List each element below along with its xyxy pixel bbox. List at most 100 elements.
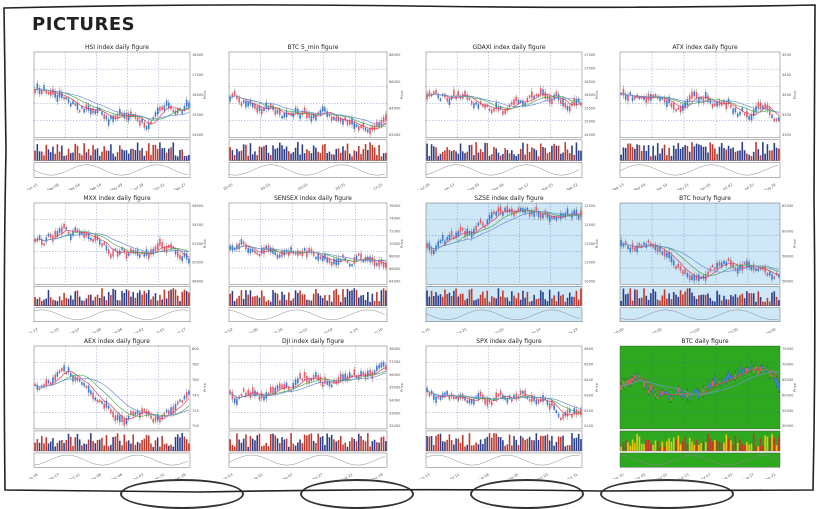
x-tick-label: 2023-Jun-13 (434, 183, 455, 190)
figure-chart-btcd: BTC daily figure 75000 70000 65000 60000 5500… (612, 338, 797, 479)
figure-chart-hsi: HSI index daily figure180001700016000150… (26, 44, 207, 190)
figure-title: SENSEX index daily figure (274, 195, 352, 202)
figure-title: ATX index daily figure (672, 44, 738, 51)
x-tick-label: 2022-Aug-16 (418, 327, 431, 333)
figure-szse[interactable]: SZSE index daily figure 12500 12000 11500 11… (418, 193, 600, 333)
y-tick-label: 14000 (192, 133, 204, 137)
y-tick-label: 58000 (782, 254, 794, 258)
y-tick-label: 68500 (389, 53, 401, 57)
y-tick-label: 14500 (584, 133, 596, 137)
x-tick-label: 2024-May-14 (336, 327, 359, 333)
x-tick-label: 2022-Mar-08 (80, 327, 102, 333)
x-tick-label: 2023-Aug-16 (26, 472, 39, 479)
y-tick-label: 74000 (389, 217, 401, 221)
y-tick-label: 64000 (389, 279, 401, 283)
y-tick-label: 64000 (389, 106, 401, 110)
x-tick-label: 2023-Sep-08 (38, 182, 61, 190)
y-tick-label: 60000 (782, 393, 794, 397)
x-tick-label: 2024-May-09 (101, 182, 124, 190)
figure-atx[interactable]: ATX index daily figure 3500 3450 3400 3350 33… (612, 42, 798, 190)
y-tick-label: 32000 (389, 424, 401, 428)
x-tick-label: 2024-Feb-22 (557, 183, 579, 190)
page-heading: PICTURES (32, 14, 136, 35)
y-tick-label: 54000 (192, 223, 204, 227)
x-tick-label: Aug 03 (720, 473, 733, 479)
y-tick-label: 34000 (389, 398, 401, 402)
y-tick-label: 4200 (584, 409, 594, 413)
figure-chart-atx: ATX index daily figure 3500 3450 3400 3350 33… (612, 44, 797, 190)
x-tick-label: Aug 17, 04:00 (753, 327, 778, 333)
y-axis-label: Price (595, 238, 599, 248)
y-tick-label: 48000 (192, 279, 204, 283)
y-tick-label: 780 (192, 363, 200, 367)
figure-sensex[interactable]: SENSEX index daily figure 76000 74000 72000… (221, 193, 405, 333)
figure-chart-gdaxi: GDAXI index daily figure 17500 17000 16500 1… (418, 44, 599, 190)
y-tick-label: 800 (192, 347, 200, 351)
figure-title: SPX index daily figure (476, 338, 542, 345)
macd-panel (619, 162, 781, 178)
x-tick-label: Apr 05 (634, 473, 646, 479)
y-tick-label: 66000 (389, 80, 401, 84)
x-tick-label: 2023-Jan-03 (483, 327, 504, 333)
figure-btcd[interactable]: BTC daily figure 75000 70000 65000 60000 5500… (612, 336, 798, 479)
x-tick-label: 2024-Apr-02 (312, 327, 333, 333)
y-tick-label: 66000 (389, 267, 401, 271)
figure-btch[interactable]: BTC hourly figure 62000 60000 58000 56000 Pri… (612, 193, 798, 333)
x-tick-label: 2024-Mar-01 (287, 327, 309, 333)
figure-gdaxi[interactable]: GDAXI index daily figure 17500 17000 16500 1… (418, 42, 600, 190)
x-tick-label: 2024-Feb-14 (80, 182, 102, 190)
y-tick-label: 3500 (782, 53, 792, 57)
x-tick-label: Sep 05 (506, 473, 519, 479)
x-tick-label: 2021-Dec-12 (26, 327, 39, 333)
x-tick-label: 2024-Mar-25 (532, 183, 554, 190)
x-tick-label: Aug 12, 22:00 (639, 327, 664, 333)
y-axis-label: Price (793, 382, 797, 392)
figure-aex[interactable]: AEX index daily figure 800 780 760 740 720 700… (26, 336, 208, 479)
y-axis-label: Price (595, 382, 599, 392)
y-tick-label: 10500 (584, 279, 596, 283)
y-tick-label: 36000 (389, 373, 401, 377)
x-tick-label: 2023-Aug-29 (458, 182, 481, 190)
x-tick-label: 2022-May-02 (122, 327, 145, 333)
y-tick-label: 17500 (584, 53, 596, 57)
x-tick-label: 2022-Apr-06 (102, 327, 124, 333)
bottom-decoration (600, 479, 734, 509)
y-tick-label: 11000 (584, 261, 596, 265)
figure-chart-dji: DJI index daily figure380003700036000350… (221, 338, 404, 479)
figure-hsi[interactable]: HSI index daily figure 18000 17000 16000 150… (26, 42, 208, 190)
bottom-decoration (300, 479, 414, 509)
figure-chart-mxx: MXX index daily figure560005400052000500… (26, 195, 207, 333)
y-tick-label: 12500 (584, 204, 596, 208)
y-tick-label: 68000 (389, 254, 401, 258)
x-tick-label: Mar 04 (633, 182, 646, 190)
y-tick-label: 720 (192, 409, 200, 413)
y-tick-label: 72000 (389, 229, 401, 233)
figure-chart-aex: AEX index daily figure 800 780 760 740 720 700… (26, 338, 207, 479)
y-tick-label: 38000 (389, 347, 401, 351)
y-axis-label: Price (400, 238, 404, 248)
bottom-decoration (470, 479, 584, 509)
figure-mxx[interactable]: MXX index daily figure 56000 54000 52000 500… (26, 193, 208, 333)
y-tick-label: 3400 (782, 93, 792, 97)
x-tick-label: 2023-Mar-14 (520, 327, 542, 333)
y-tick-label: 70000 (782, 363, 794, 367)
figure-chart-sensex: SENSEX index daily figure 76000 74000 72000… (221, 195, 404, 333)
x-tick-label: 2023-Oct-11 (59, 473, 81, 479)
figure-spx[interactable]: SPX index daily figure 4600 4500 4400 4300 42… (418, 336, 600, 479)
y-tick-label: 4300 (584, 393, 594, 397)
y-tick-label: 740 (192, 393, 200, 397)
y-tick-label: 76000 (389, 204, 401, 208)
x-tick-label: 2022-Feb-07 (59, 327, 81, 333)
y-tick-label: 33000 (389, 411, 401, 415)
figure-btc5[interactable]: BTC 5_min figure 68500 66000 64000 62000 Pric… (221, 42, 405, 190)
y-axis-label: Price (793, 238, 797, 248)
bottom-decoration (120, 479, 244, 509)
y-axis-label: Price (595, 90, 599, 100)
x-tick-label: Apr 22, 09:35 (323, 183, 346, 190)
y-tick-label: 15500 (584, 106, 596, 110)
y-tick-label: 4400 (584, 378, 594, 382)
figure-dji[interactable]: DJI index daily figure 38000 37000 36000 350… (221, 336, 405, 479)
x-tick-label: 2022-Jun-01 (144, 327, 165, 333)
x-tick-label: 2023-Jun-15 (26, 183, 39, 190)
x-tick-label: Aug 15, 02:00 (715, 327, 740, 333)
